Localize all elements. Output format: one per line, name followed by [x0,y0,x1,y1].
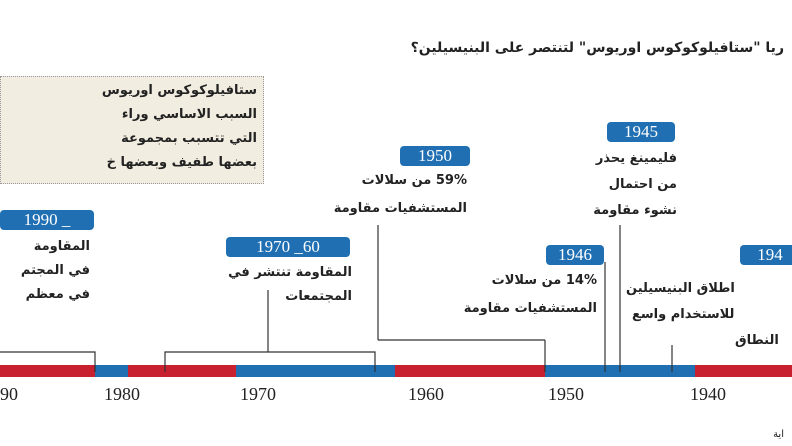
axis-label: 1980 [104,384,140,404]
axis-label: 1960 [408,384,444,404]
event-line: 14% من سلالات [491,273,597,288]
event-line: المقاومة [33,239,90,254]
event-line: في المجتم [20,263,90,278]
event-text: اطلاق البنيسيلين [626,281,735,296]
event-text: النطاق [735,333,779,348]
note-line: بعضها طفيف وبعضها خ [106,155,257,170]
event-line: المجتمعات [285,289,352,304]
event-line: نشوء مقاومة [593,203,677,218]
event-line: المستشفيات مقاومة [463,301,597,316]
year-badge: 1990 _ [0,210,94,230]
year-badge: 1946 [546,245,604,265]
event-text: للاستخدام واسع [632,307,735,322]
event-line: من احتمال [608,177,677,192]
note-box [0,76,264,184]
source: اية [773,429,784,440]
event-line: المستشفيات مقاومة [333,201,467,216]
axis-label: 1970 [240,384,276,404]
timeline-bar [0,365,792,377]
year-badge: 194 [740,245,792,265]
year-badge: 1970 _60 [226,237,350,257]
event-line: اطلاق البنيسيلين [626,280,735,297]
axis-label: 1940 [690,384,726,404]
event-line: للاستخدام واسع [632,306,734,323]
title: ريا "ستافيلوكوكوس اوريوس" لتنتصر على الب… [410,40,784,56]
note-line: ستافيلوكوكوس اوريوس [101,83,257,98]
year-badge: 1950 [400,146,470,166]
axis-label: 90 [0,384,18,404]
connectors [0,225,673,372]
axis-label: 1950 [548,384,584,404]
note-line: التي تتسبب بمجموعة [121,131,257,146]
note-line: السبب الاساسي وراء [121,107,257,122]
event-line: في معظم [25,287,90,302]
year-badge: 1945 [607,122,675,142]
event-line: فليمينغ يحذر [595,151,677,166]
event-line: النطاق [735,332,779,349]
event-line: 59% من سلالات [361,173,467,188]
event-line: المقاومة تنتشر في [228,265,352,280]
